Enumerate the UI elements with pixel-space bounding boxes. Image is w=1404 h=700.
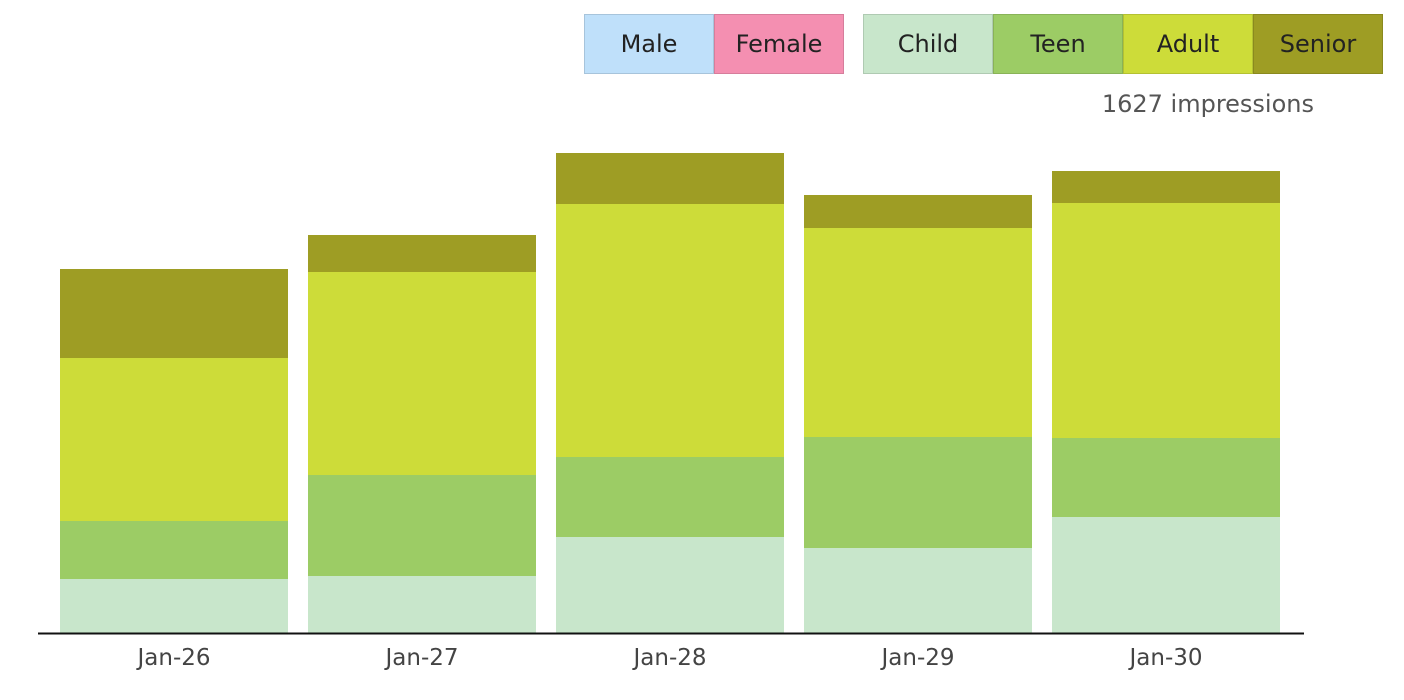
legend-male-button[interactable]: Male [584,14,714,74]
x-tick-label: Jan-30 [1127,645,1202,671]
bar-segment-adult-jan-30[interactable] [1052,203,1280,438]
bar-segment-adult-jan-27[interactable] [308,272,536,475]
x-tick-label: Jan-29 [879,645,954,671]
bar-segment-child-jan-26[interactable] [60,579,288,633]
bar-segment-senior-jan-28[interactable] [556,153,784,204]
bar-segment-teen-jan-29[interactable] [804,437,1032,548]
bar-segment-senior-jan-26[interactable] [60,269,288,358]
bar-segment-child-jan-27[interactable] [308,576,536,633]
gender-legend: Male Female [584,14,844,74]
bar-segment-adult-jan-29[interactable] [804,228,1032,437]
bar-segment-adult-jan-28[interactable] [556,204,784,457]
bar-segment-child-jan-30[interactable] [1052,517,1280,633]
bar-segment-teen-jan-30[interactable] [1052,438,1280,517]
x-tick-label: Jan-27 [383,645,458,671]
bar-segment-senior-jan-30[interactable] [1052,171,1280,203]
legend-female-button[interactable]: Female [714,14,844,74]
bar-segment-child-jan-29[interactable] [804,548,1032,633]
bar-segment-teen-jan-27[interactable] [308,475,536,576]
x-tick-label: Jan-28 [631,645,706,671]
legend-child-button[interactable]: Child [863,14,993,74]
legend-adult-button[interactable]: Adult [1123,14,1253,74]
bar-segment-senior-jan-29[interactable] [804,195,1032,228]
legend-senior-button[interactable]: Senior [1253,14,1383,74]
impressions-count: 1627 impressions [1101,90,1314,118]
age-legend: Child Teen Adult Senior [863,14,1383,74]
bar-segment-child-jan-28[interactable] [556,537,784,633]
x-tick-label: Jan-26 [135,645,210,671]
bar-segment-senior-jan-27[interactable] [308,235,536,272]
bar-segment-teen-jan-28[interactable] [556,457,784,537]
bar-segment-adult-jan-26[interactable] [60,358,288,521]
legend-teen-button[interactable]: Teen [993,14,1123,74]
bar-segment-teen-jan-26[interactable] [60,521,288,579]
